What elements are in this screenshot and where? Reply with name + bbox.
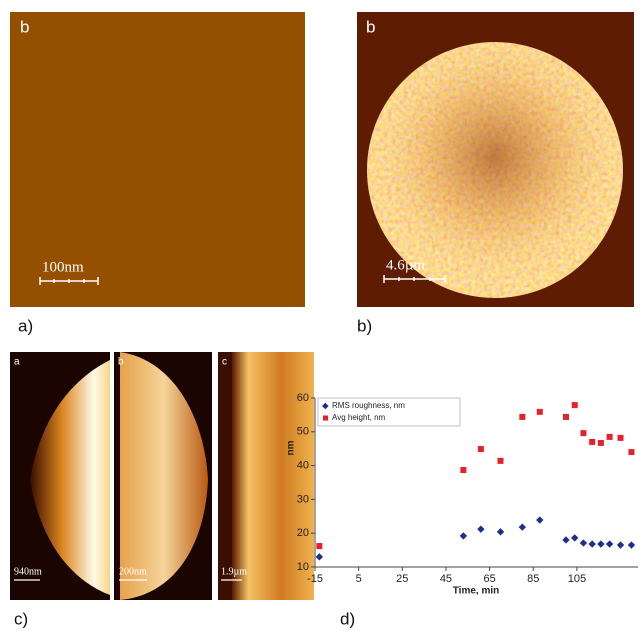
- y-tick-label: 30: [297, 493, 309, 505]
- data-point: [562, 536, 569, 543]
- data-point: [580, 430, 586, 436]
- inset-letter: a: [14, 357, 20, 368]
- legend-marker: [323, 416, 328, 421]
- data-point: [598, 440, 604, 446]
- data-point: [580, 539, 587, 546]
- panel-label: a): [18, 316, 33, 335]
- data-point: [519, 523, 526, 530]
- x-tick-label: 45: [440, 573, 452, 585]
- scale-bar-label: 200nm: [119, 566, 147, 577]
- figure: b 100nm a) b 4.6µm b) a b c 940nm 200nm …: [0, 0, 643, 631]
- scale-bar-label: 940nm: [14, 566, 42, 577]
- data-point: [460, 532, 467, 539]
- x-tick-label: 85: [527, 573, 539, 585]
- scale-bar-label: 1.9µm: [221, 566, 247, 577]
- data-point: [536, 516, 543, 523]
- x-tick-label: 25: [396, 573, 408, 585]
- inset-letter: c: [222, 357, 227, 368]
- data-point: [572, 402, 578, 408]
- panel-label: c): [14, 609, 28, 628]
- data-point: [477, 525, 484, 532]
- data-point: [478, 446, 484, 452]
- data-point: [519, 414, 525, 420]
- x-tick-label: 65: [483, 573, 495, 585]
- x-tick-label: -15: [307, 573, 323, 585]
- inset-letter: b: [20, 17, 29, 36]
- legend-label: RMS roughness, nm: [332, 401, 405, 410]
- inset-letter: b: [366, 17, 375, 36]
- data-point: [498, 458, 504, 464]
- y-axis-title: nm: [286, 440, 297, 455]
- y-tick-label: 10: [297, 561, 309, 573]
- panel-label: b): [357, 316, 372, 335]
- data-point: [537, 409, 543, 415]
- x-axis-title: Time, min: [453, 586, 500, 597]
- data-point: [316, 553, 323, 560]
- data-point: [497, 528, 504, 535]
- y-tick-label: 40: [297, 460, 309, 472]
- scale-bar-label: 4.6µm: [386, 257, 425, 273]
- inset-letter: b: [118, 357, 124, 368]
- y-tick-label: 60: [297, 392, 309, 404]
- data-point: [316, 543, 322, 549]
- x-tick-label: 5: [356, 573, 362, 585]
- x-tick-label: 105: [568, 573, 586, 585]
- data-point: [563, 414, 569, 420]
- data-point: [618, 435, 624, 441]
- panel-label: d): [340, 609, 355, 628]
- legend-label: Avg height, nm: [332, 413, 386, 422]
- scale-bar-label: 100nm: [42, 259, 84, 275]
- data-point: [606, 540, 613, 547]
- data-point: [588, 540, 595, 547]
- data-point: [628, 449, 634, 455]
- y-tick-label: 50: [297, 426, 309, 438]
- data-point: [617, 541, 624, 548]
- data-point: [597, 540, 604, 547]
- data-point: [628, 541, 635, 548]
- data-point: [571, 534, 578, 541]
- y-tick-label: 20: [297, 527, 309, 539]
- data-point: [460, 467, 466, 473]
- data-point: [589, 439, 595, 445]
- data-point: [607, 434, 613, 440]
